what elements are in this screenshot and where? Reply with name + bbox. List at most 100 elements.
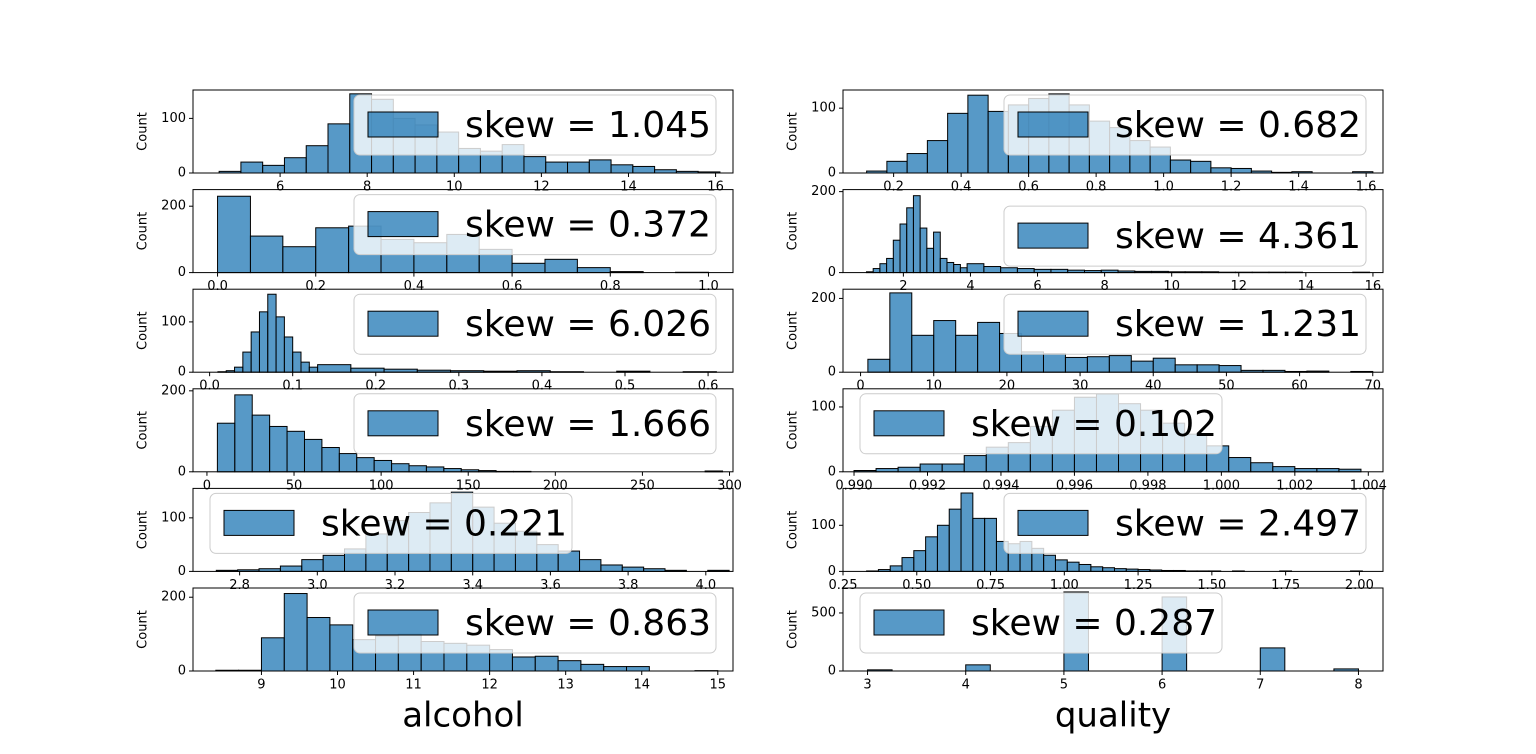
y-tick-label: 0 <box>828 166 836 181</box>
hist-bar <box>983 266 1002 274</box>
x-tick-label: 60 <box>1291 379 1308 394</box>
x-tick-label: 3.0 <box>307 578 328 593</box>
legend-label: skew = 6.026 <box>465 304 711 345</box>
y-axis-label: Count <box>136 610 151 649</box>
hist-bar <box>250 331 260 373</box>
x-tick-label: 0.8 <box>1086 180 1107 195</box>
hist-bar <box>545 161 569 174</box>
y-tick-label: 0 <box>178 464 186 479</box>
legend-swatch <box>873 410 945 437</box>
hist-bar <box>283 336 294 373</box>
hist-bar <box>892 239 901 274</box>
legend: skew = 0.102 <box>859 393 1223 455</box>
x-tick-label: 2.00 <box>1345 578 1374 593</box>
y-axis-label: Count <box>786 212 801 251</box>
hist-bar <box>534 655 559 672</box>
axes-frame <box>842 587 1384 672</box>
hist-bar <box>216 422 236 473</box>
legend-swatch <box>367 609 439 636</box>
legend: skew = 4.361 <box>1003 205 1367 267</box>
legend: skew = 0.682 <box>1003 94 1367 156</box>
hist-bar <box>557 550 581 572</box>
hist-bar <box>391 463 410 473</box>
hist-bar <box>329 624 354 672</box>
x-tick-label: 150 <box>456 478 481 493</box>
hist-bar <box>966 263 985 274</box>
hist-bar <box>242 351 252 373</box>
legend-box <box>353 194 717 256</box>
hist-bar <box>1086 356 1110 373</box>
x-tick-label: 1.00 <box>1050 578 1079 593</box>
y-axis-label: Count <box>786 411 801 450</box>
x-tick-label: 0.1 <box>282 379 303 394</box>
hist-bar <box>327 123 351 174</box>
hist-bar <box>1102 567 1115 572</box>
legend-box <box>859 592 1223 654</box>
x-tick-label: 3.8 <box>618 578 639 593</box>
x-tick-label: 1.002 <box>1276 478 1313 493</box>
x-tick-label: 11 <box>405 678 422 693</box>
x-tick-label: 2.8 <box>229 578 250 593</box>
hist-bar <box>283 593 308 672</box>
legend-box <box>1003 205 1367 267</box>
hist-bar <box>897 466 921 473</box>
x-tick-label: 10 <box>446 180 463 195</box>
hist-bar <box>941 463 965 473</box>
x-tick-label: 0.6 <box>698 379 719 394</box>
hist-bar <box>373 459 393 473</box>
hist-bar <box>1021 351 1044 373</box>
hist-bar <box>356 457 375 473</box>
hist-bar <box>965 664 991 672</box>
y-tick-label: 100 <box>811 101 836 116</box>
hist-bar <box>1043 554 1056 572</box>
x-tick-label: 20 <box>999 379 1016 394</box>
hist-bar <box>621 566 645 572</box>
hist-bar <box>303 438 323 473</box>
hist-bar <box>306 617 331 672</box>
hist-bar <box>234 394 253 473</box>
x-tick-label: 0.8 <box>600 279 621 294</box>
x-tick-label: 0.25 <box>829 578 858 593</box>
hist-bar <box>275 316 285 373</box>
legend: skew = 0.863 <box>353 592 717 654</box>
hist-bar <box>1090 566 1104 572</box>
hist-bar <box>1016 268 1035 274</box>
axes-frame <box>192 288 734 373</box>
x-axis-label: alcohol <box>402 696 524 736</box>
x-tick-label: 4 <box>966 279 974 294</box>
legend-swatch <box>367 310 439 337</box>
hist-bar <box>610 164 634 174</box>
legend-box <box>209 492 573 554</box>
hist-bar <box>240 161 264 174</box>
x-tick-label: 0.4 <box>532 379 553 394</box>
hist-bar <box>1190 160 1212 174</box>
axes-frame <box>192 89 734 174</box>
x-tick-label: 1.25 <box>1124 578 1153 593</box>
legend: skew = 0.372 <box>353 194 717 256</box>
y-tick-label: 0 <box>828 464 836 479</box>
hist-bar <box>911 334 935 373</box>
y-tick-label: 0 <box>178 365 186 380</box>
subplot: 0 10 20 30 40 50 60 70 0 200 Count skew = 1.231 <box>786 288 1384 394</box>
hist-bar <box>523 156 547 174</box>
hist-bar <box>913 550 927 572</box>
y-axis-label: Count <box>786 311 801 350</box>
hist-bar <box>899 223 908 274</box>
hist-bar <box>919 463 943 473</box>
legend-box <box>353 94 717 156</box>
y-axis-label: Count <box>786 511 801 550</box>
hist-bar <box>301 559 324 572</box>
x-tick-label: 16 <box>707 180 724 195</box>
x-tick-label: 0.4 <box>404 279 425 294</box>
hist-bar <box>1152 357 1176 373</box>
x-tick-label: 70 <box>1364 379 1381 394</box>
hist-bar <box>579 559 602 572</box>
hist-bar <box>948 508 962 572</box>
x-tick-label: 50 <box>286 478 303 493</box>
x-tick-label: 1.6 <box>1356 180 1377 195</box>
hist-bar <box>901 557 915 572</box>
x-tick-label: 300 <box>717 478 742 493</box>
hist-bar <box>567 161 590 174</box>
x-tick-label: 1.000 <box>1203 478 1240 493</box>
x-tick-label: 14 <box>633 678 650 693</box>
